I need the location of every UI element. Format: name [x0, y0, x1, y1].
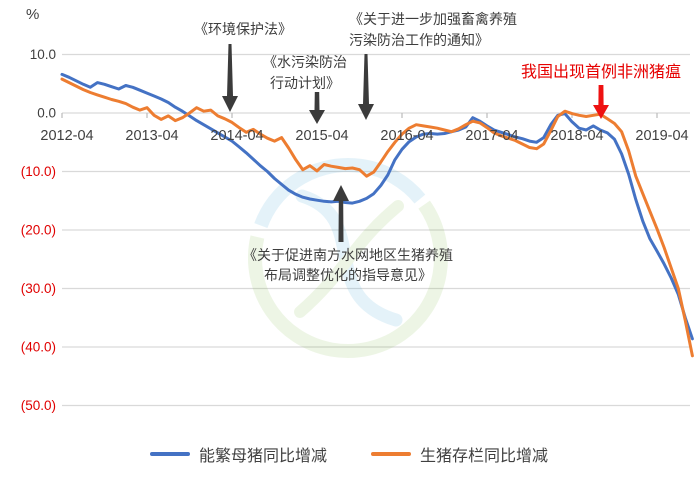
annotation-arrows: [222, 44, 609, 242]
watermark-ring-blue: [248, 158, 448, 358]
y-tick-label: 10.0: [30, 47, 56, 62]
legend-swatch-hog: [371, 452, 411, 456]
asf-arrow-icon: [593, 85, 609, 119]
water-plan-arrow-icon: [309, 92, 325, 124]
annotation-water-plan-line2: 行动计划》: [270, 75, 340, 91]
x-tick-label: 2014-04: [210, 128, 263, 144]
y-tick-label: (30.0): [21, 281, 56, 296]
watermark-ring-green: [248, 158, 448, 358]
annotation-notice: 《关于进一步加强畜禽养殖 污染防治工作的通知》: [349, 9, 569, 51]
y-tick-label: 0.0: [37, 106, 56, 121]
legend-label-hog: 生猪存栏同比增减: [420, 448, 549, 465]
x-tick-label: 2019-04: [635, 128, 688, 144]
y-tick-label: (20.0): [21, 223, 56, 238]
x-tick-label: 2012-04: [40, 128, 93, 144]
x-tick-label: 2018-04: [550, 128, 603, 144]
annotation-asf-text: 我国出现首例非洲猪瘟: [520, 64, 681, 81]
watermark-swirl-blue: [295, 189, 403, 327]
legend-swatch-sow: [149, 452, 190, 456]
legend: 能繁母猪同比增减 生猪存栏同比增减: [0, 442, 698, 466]
annotation-env-law-line1: 《环境保护法》: [194, 21, 292, 37]
annotation-env-law: 《环境保护法》: [163, 19, 323, 40]
annotation-water-plan: 《水污染防治 行动计划》: [235, 52, 375, 94]
notice-arrow-icon: [358, 54, 374, 120]
series-line-1: [60, 77, 694, 358]
y-tick-label: (40.0): [21, 340, 56, 355]
watermark-logo: [248, 158, 448, 358]
series-line-0: [60, 72, 694, 341]
x-tick-label: 2016-04: [380, 128, 433, 144]
y-tick-label: (50.0): [21, 398, 56, 413]
legend-item-hog: 生猪存栏同比增减: [371, 442, 548, 466]
annotation-asf: 我国出现首例非洲猪瘟: [503, 62, 698, 83]
x-tick-label: 2013-04: [125, 128, 178, 144]
watermark-swirl-green: [294, 200, 404, 318]
env-law-arrow-icon: [222, 44, 238, 112]
annotation-south-guidance: 《关于促进南方水网地区生猪养殖 布局调整优化的指导意见》: [238, 245, 458, 285]
legend-label-sow: 能繁母猪同比增减: [198, 448, 327, 465]
x-tick-label: 2015-04: [295, 128, 348, 144]
series-lines: [60, 72, 694, 358]
y-axis-unit-label: %: [26, 6, 40, 23]
annotation-water-plan-line1: 《水污染防治: [263, 54, 347, 70]
annotation-south-guidance-line2: 布局调整优化的指导意见》: [264, 267, 432, 283]
annotation-south-guidance-line1: 《关于促进南方水网地区生猪养殖: [243, 247, 453, 263]
legend-item-sow: 能繁母猪同比增减: [149, 442, 327, 466]
x-tick-label: 2017-04: [465, 128, 518, 144]
axis-labels: 10.0 0.0 (10.0) (20.0) (30.0) (40.0) (50.0) 201…: [21, 47, 689, 413]
south-guidance-arrow-icon: [333, 185, 349, 242]
annotation-notice-line1: 《关于进一步加强畜禽养殖: [349, 11, 517, 27]
y-tick-label: (10.0): [21, 164, 56, 179]
annotation-notice-line2: 污染防治工作的通知》: [349, 32, 489, 48]
